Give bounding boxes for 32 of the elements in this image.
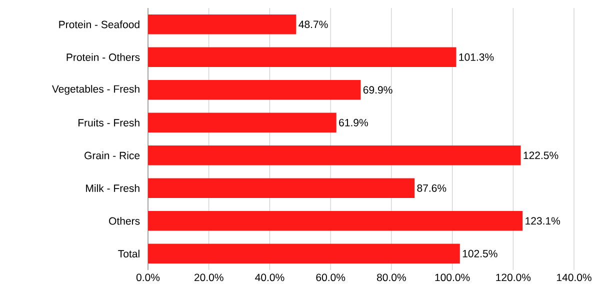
data-label: 69.9% xyxy=(363,86,392,94)
x-tick-label: 120.0% xyxy=(496,274,531,282)
y-tick-label: Others xyxy=(109,217,140,225)
x-tick-label: 140.0% xyxy=(557,274,592,282)
bar xyxy=(148,244,460,264)
x-tick-label: 0.0% xyxy=(136,274,160,282)
y-tick-label: Total xyxy=(118,250,140,258)
y-tick-label: Protein - Others xyxy=(66,53,140,61)
y-tick-label: Protein - Seafood xyxy=(59,20,140,28)
x-tick-label: 100.0% xyxy=(435,274,470,282)
bar xyxy=(148,146,521,166)
bar xyxy=(148,178,415,198)
y-tick-label: Milk - Fresh xyxy=(86,184,140,192)
y-tick-label: Grain - Rice xyxy=(84,152,140,160)
data-label: 48.7% xyxy=(298,20,328,28)
x-tick-label: 20.0% xyxy=(194,274,224,282)
x-tick-label: 80.0% xyxy=(377,274,406,282)
x-tick-label: 40.0% xyxy=(255,274,284,282)
bar xyxy=(148,80,361,100)
data-label: 61.9% xyxy=(339,118,368,126)
data-label: 101.3% xyxy=(459,53,494,61)
y-tick-label: Vegetables - Fresh xyxy=(52,84,140,95)
data-label: 102.5% xyxy=(462,250,498,258)
x-tick-label: 60.0% xyxy=(316,274,346,282)
bar xyxy=(148,211,523,231)
y-tick-label: Fruits - Fresh xyxy=(78,118,140,126)
bar xyxy=(148,112,336,132)
data-label: 122.5% xyxy=(524,152,558,160)
bar xyxy=(148,47,456,67)
data-label: 123.1% xyxy=(526,217,560,225)
bar xyxy=(148,14,296,34)
data-label: 87.6% xyxy=(417,184,446,192)
